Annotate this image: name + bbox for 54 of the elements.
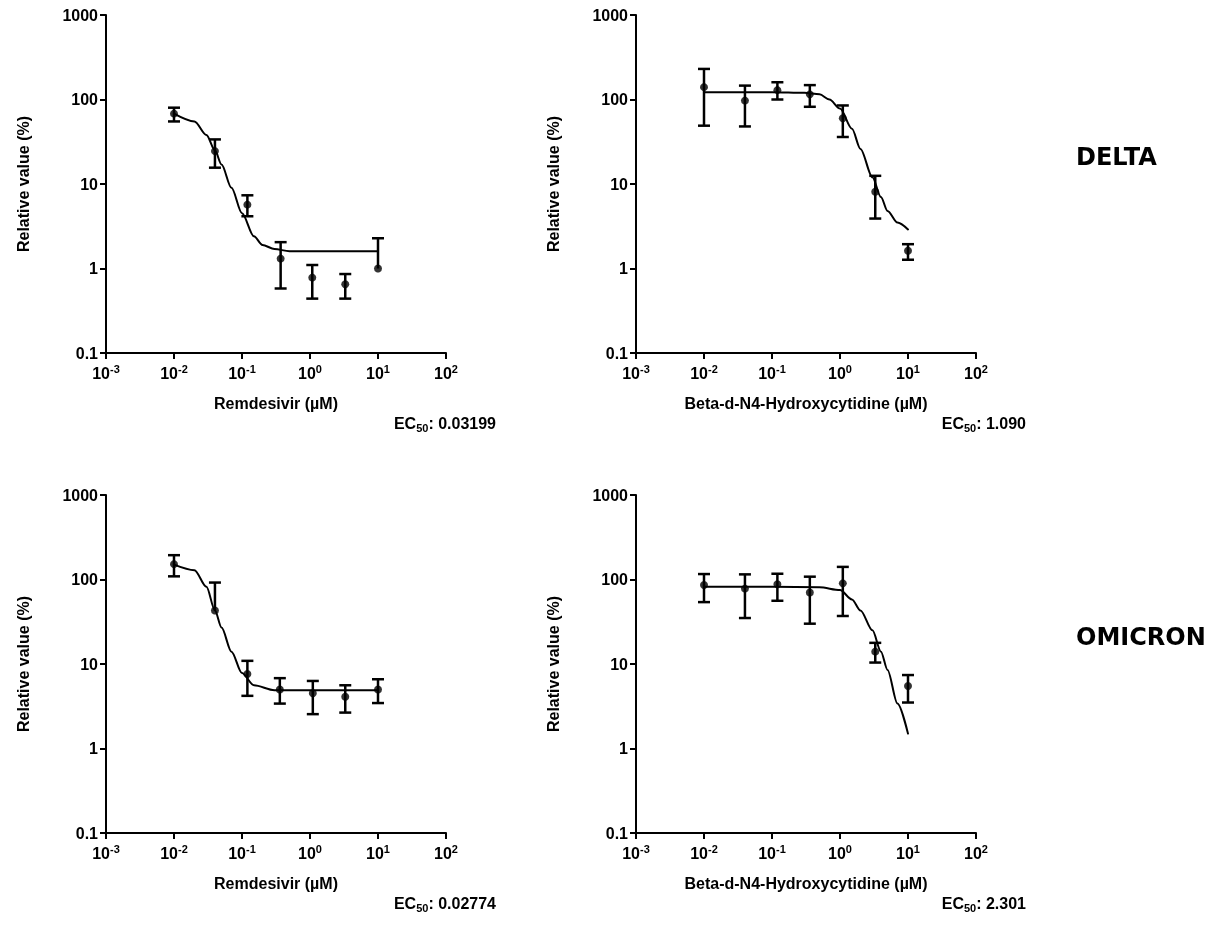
- point: [341, 692, 350, 701]
- x-axis-title: Beta-d-N4-Hydroxycytidine (µM): [684, 874, 928, 892]
- y-tick-label: 0.1: [75, 344, 99, 362]
- y-tick-label: 100: [71, 571, 99, 588]
- x-axis-title: Remdesivir (µM): [214, 394, 338, 412]
- y-tick-label: 0.1: [75, 824, 99, 842]
- point: [904, 246, 912, 255]
- text: OMICRON: [1076, 623, 1206, 651]
- y-tick-label: 1000: [62, 6, 99, 24]
- point: [838, 114, 847, 123]
- y-axis-title: Relative value (%): [14, 595, 32, 733]
- point: [904, 681, 912, 690]
- y-tick-label: 100: [601, 571, 629, 588]
- point: [276, 254, 285, 263]
- y-tick-label: 1000: [62, 486, 99, 504]
- text: DELTA: [1076, 143, 1158, 171]
- point: [838, 579, 847, 588]
- point: [871, 647, 880, 656]
- y-tick-label: 1: [619, 260, 629, 277]
- y-tick-label: 0.1: [605, 344, 629, 362]
- point: [871, 187, 880, 196]
- y-tick-label: 1: [619, 740, 629, 757]
- y-tick-label: 1: [89, 740, 99, 757]
- point: [773, 580, 782, 589]
- point: [210, 606, 219, 615]
- point: [374, 264, 382, 273]
- point: [275, 685, 284, 694]
- point: [210, 147, 219, 156]
- y-tick-label: 1000: [592, 6, 629, 24]
- point: [805, 90, 814, 99]
- y-axis-title: Relative value (%): [544, 115, 562, 253]
- y-tick-label: 0.1: [605, 824, 629, 842]
- point: [740, 584, 749, 593]
- y-tick-label: 10: [80, 655, 99, 673]
- point: [740, 96, 749, 105]
- point: [308, 273, 317, 282]
- y-tick-label: 100: [71, 91, 99, 108]
- point: [341, 280, 350, 289]
- point: [243, 200, 252, 209]
- y-tick-label: 10: [610, 175, 629, 193]
- point: [374, 685, 382, 694]
- x-axis-title: Beta-d-N4-Hydroxycytidine (µM): [684, 394, 928, 412]
- y-axis-title: Relative value (%): [544, 595, 562, 733]
- point: [243, 670, 252, 679]
- x-axis-title: Remdesivir (µM): [214, 874, 338, 892]
- y-axis-title: Relative value (%): [14, 115, 32, 253]
- y-tick-label: 100: [601, 91, 629, 108]
- point: [308, 689, 317, 698]
- y-tick-label: 1000: [592, 486, 629, 504]
- point: [773, 86, 782, 95]
- y-tick-label: 10: [610, 655, 629, 673]
- point: [805, 588, 814, 597]
- y-tick-label: 10: [80, 175, 99, 193]
- y-tick-label: 1: [89, 260, 99, 277]
